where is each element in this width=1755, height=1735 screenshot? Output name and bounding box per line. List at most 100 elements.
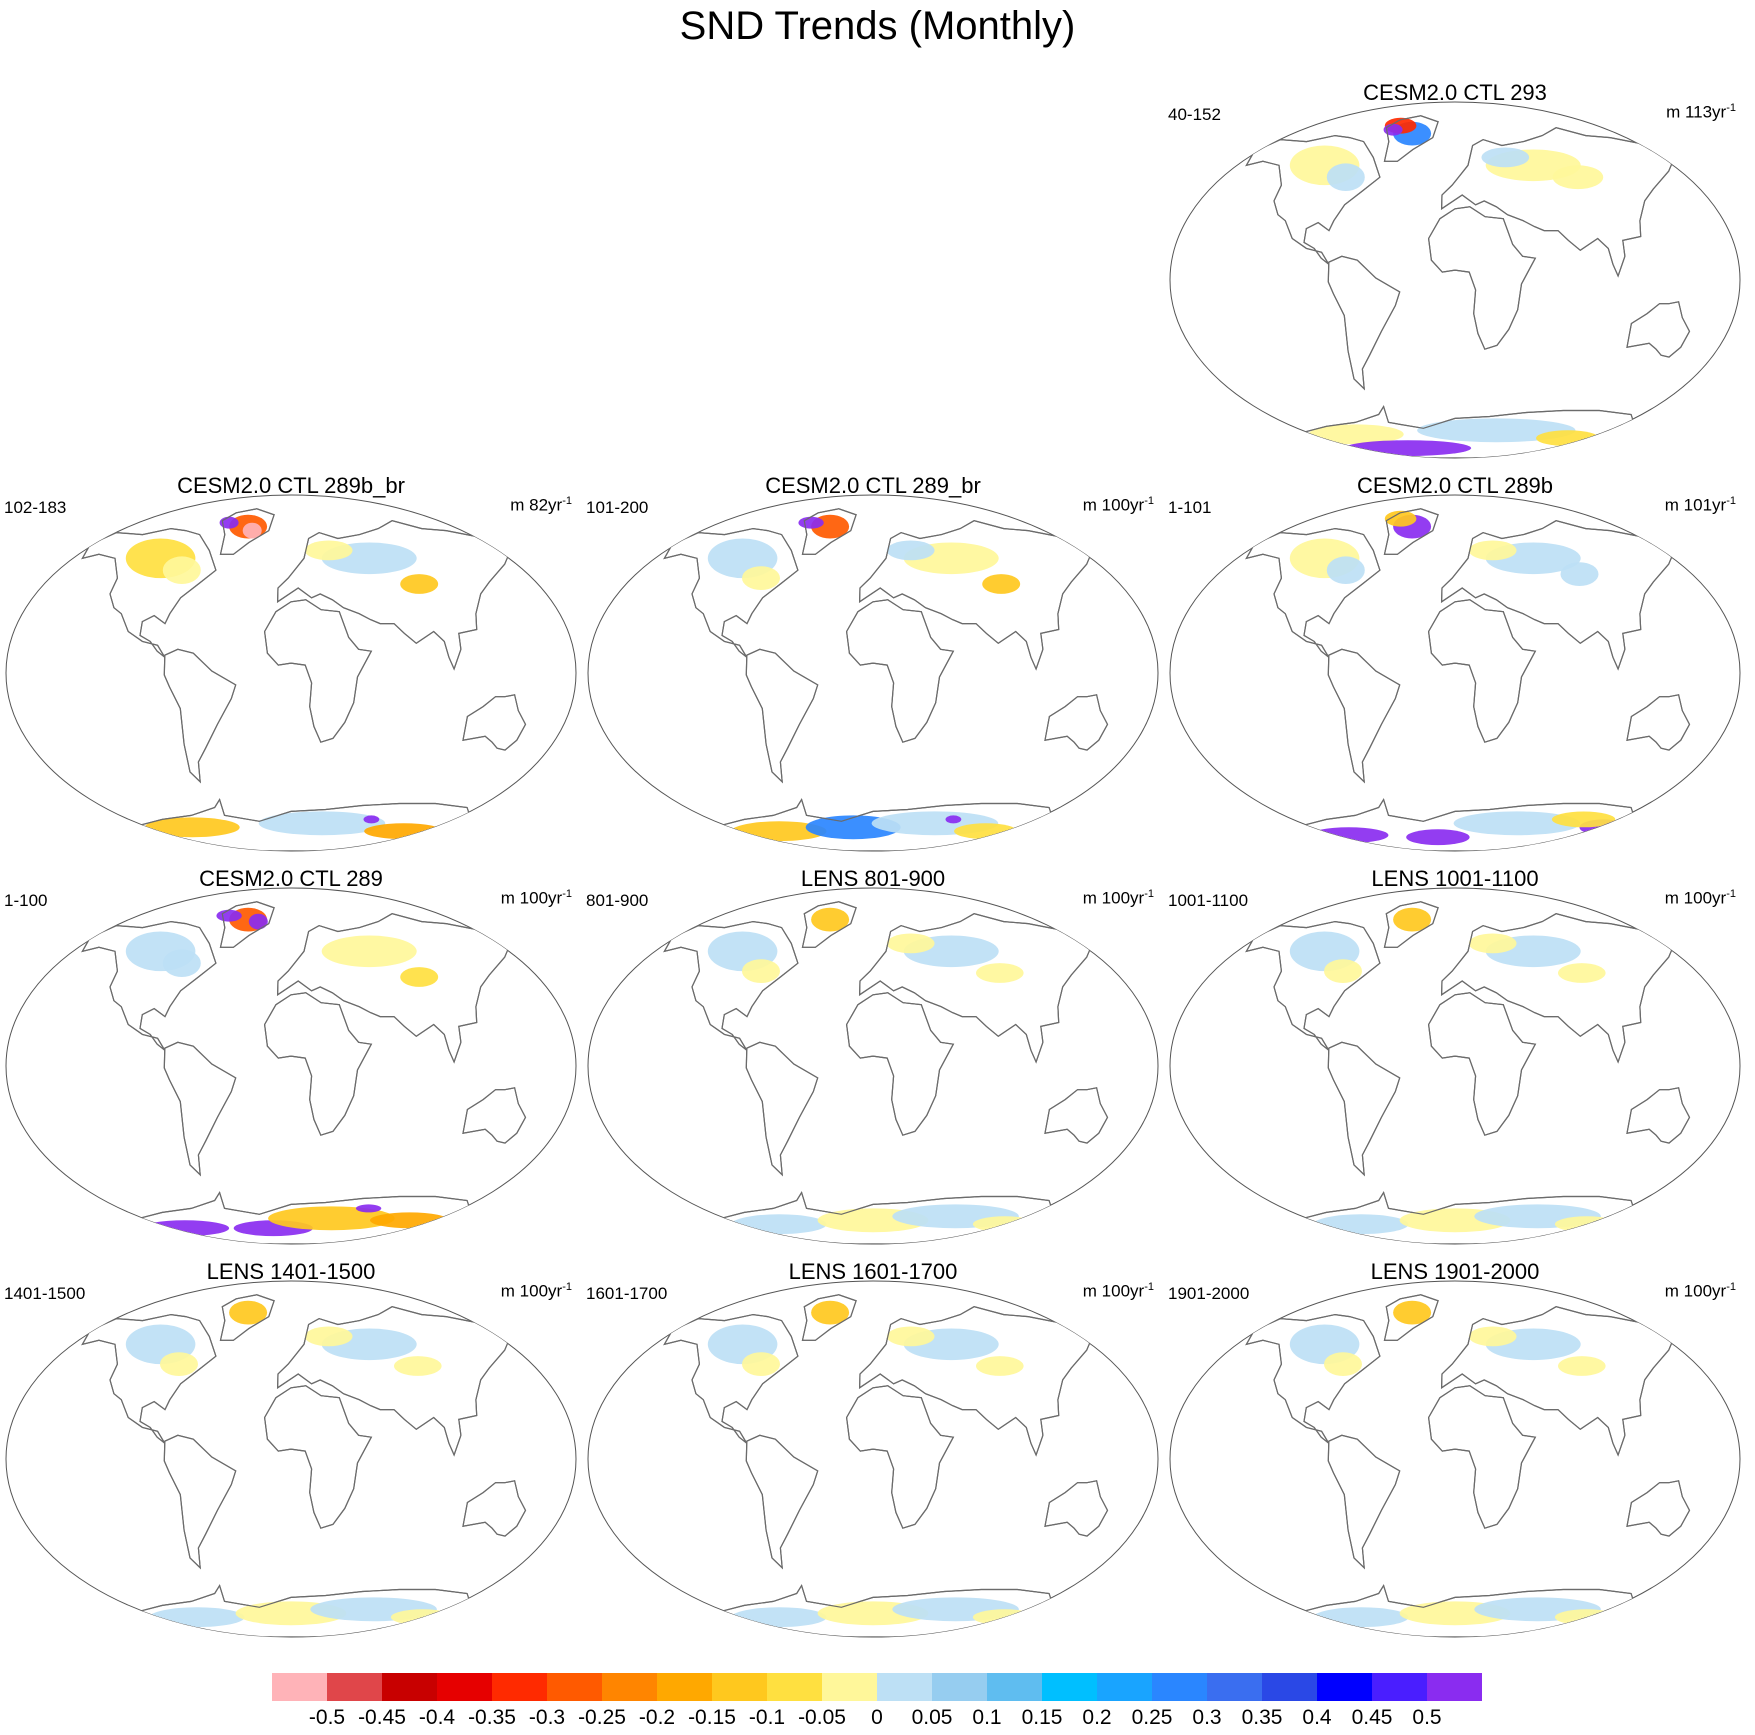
snow-trend-region xyxy=(160,1352,198,1376)
panel-year-range: 1401-1500 xyxy=(4,1284,86,1303)
coastline-greenland xyxy=(801,1294,857,1341)
units-base: m 100yr xyxy=(1082,888,1145,908)
panel-title: CESM2.0 CTL 289b_br xyxy=(177,473,405,498)
coastline-africa xyxy=(263,599,373,743)
units-exponent: -1 xyxy=(1144,888,1154,900)
coastline-australia xyxy=(1626,1087,1691,1144)
colorbar-swatch xyxy=(1372,1673,1427,1701)
coastline-north-america xyxy=(1245,134,1381,265)
snow-trend-region xyxy=(1558,963,1606,983)
snow-trend-region xyxy=(1393,907,1432,932)
coastline-south-america xyxy=(1327,1041,1401,1177)
panel-title: LENS 801-900 xyxy=(800,866,946,891)
snow-trend-region xyxy=(1417,418,1576,443)
world-map xyxy=(1169,494,1741,852)
coastline-north-america xyxy=(663,1313,799,1444)
colorbar-tick-label: 0 xyxy=(871,1706,883,1729)
snow-trend-region xyxy=(1308,424,1404,445)
snow-trend-region xyxy=(811,1300,850,1325)
panel-year-range: 102-183 xyxy=(4,498,67,517)
colorbar-swatch xyxy=(987,1673,1042,1701)
panel-units: m 101yr-1 xyxy=(1665,495,1736,516)
units-exponent: -1 xyxy=(1726,1281,1736,1293)
panel-title: CESM2.0 CTL 289b xyxy=(1356,473,1554,498)
snow-trend-region xyxy=(400,967,439,987)
snow-trend-region xyxy=(1468,540,1517,561)
world-map xyxy=(5,1280,577,1638)
panel-units: m 100yr-1 xyxy=(1665,888,1736,909)
panel-units: m 100yr-1 xyxy=(1083,1281,1154,1302)
coastline-greenland xyxy=(1383,901,1439,948)
panel-units: m 82yr-1 xyxy=(510,495,572,516)
colorbar-tick-label: -0.5 xyxy=(308,1706,346,1729)
snow-trend-region xyxy=(400,574,439,594)
snow-trend-region xyxy=(1309,827,1389,844)
colorbar-swatch xyxy=(1152,1673,1207,1701)
units-base: m 100yr xyxy=(500,1281,563,1301)
snow-trend-region xyxy=(1313,1607,1409,1628)
coastline-eurasia xyxy=(858,1306,1092,1457)
world-map xyxy=(1169,887,1741,1245)
snow-trend-region xyxy=(886,933,935,954)
colorbar xyxy=(272,1673,1482,1701)
coastline-eurasia xyxy=(1440,913,1674,1064)
coastline-africa xyxy=(1427,992,1537,1136)
map-panel: LENS 1401-1500 1401-1500 m 100yr-1 xyxy=(4,1259,578,1651)
panel-year-range: 1001-1100 xyxy=(1168,891,1249,910)
coastline-africa xyxy=(1427,206,1537,350)
colorbar-tick-label: -0.3 xyxy=(528,1706,566,1729)
coastline-south-america xyxy=(1327,255,1401,391)
coastline-eurasia xyxy=(858,913,1092,1064)
colorbar-tick-label: -0.1 xyxy=(748,1706,786,1729)
colorbar-swatch xyxy=(1317,1673,1372,1701)
map-panel: CESM2.0 CTL 293 40-152 m 113yr-1 xyxy=(1168,80,1742,472)
snow-trend-region xyxy=(1324,1352,1362,1376)
units-exponent: -1 xyxy=(562,495,572,507)
colorbar-tick-label: 0.05 xyxy=(911,1706,953,1729)
units-base: m 82yr xyxy=(510,495,563,515)
world-map xyxy=(587,1280,1159,1638)
coastline-south-america xyxy=(745,1434,819,1570)
units-exponent: -1 xyxy=(1144,1281,1154,1293)
snow-trend-region xyxy=(304,540,353,561)
colorbar-tick-label: 0.15 xyxy=(1021,1706,1063,1729)
panel-year-range: 801-900 xyxy=(586,891,649,910)
panel-year-range: 1-100 xyxy=(4,891,48,910)
panel-title: CESM2.0 CTL 289 xyxy=(199,866,383,891)
panel-units: m 100yr-1 xyxy=(1665,1281,1736,1302)
snow-trend-region xyxy=(1406,829,1470,846)
snow-trend-region xyxy=(742,1352,780,1376)
units-base: m 100yr xyxy=(1082,1281,1145,1301)
coastline-greenland xyxy=(219,901,275,948)
units-exponent: -1 xyxy=(1726,102,1736,114)
panel-title: CESM2.0 CTL 293 xyxy=(1363,80,1547,105)
colorbar-tick-label: -0.2 xyxy=(638,1706,676,1729)
colorbar-swatch xyxy=(657,1673,712,1701)
snow-trend-region xyxy=(394,1356,442,1376)
snow-trend-region xyxy=(976,963,1024,983)
snow-trend-region xyxy=(370,1212,450,1229)
figure-title: SND Trends (Monthly) xyxy=(679,4,1076,48)
snow-trend-region xyxy=(798,516,824,529)
units-exponent: -1 xyxy=(562,1281,572,1293)
snow-trend-region xyxy=(742,566,780,590)
world-map xyxy=(5,494,577,852)
snow-trend-region xyxy=(1560,562,1599,586)
colorbar-swatch xyxy=(1097,1673,1152,1701)
map-panel: CESM2.0 CTL 289_br 101-200 m 100yr-1 xyxy=(586,473,1160,865)
coastline-eurasia xyxy=(276,520,510,671)
coastline-north-america xyxy=(663,527,799,658)
snow-trend-region xyxy=(1313,1214,1409,1235)
coastline-eurasia xyxy=(1440,520,1674,671)
coastline-australia xyxy=(1044,1087,1109,1144)
panel-title: LENS 1601-1700 xyxy=(788,1259,958,1284)
coastline-north-america xyxy=(1245,527,1381,658)
coastline-greenland xyxy=(1383,115,1439,162)
coastline-north-america xyxy=(1245,1313,1381,1444)
units-exponent: -1 xyxy=(1144,495,1154,507)
coastline-south-america xyxy=(163,1041,237,1177)
units-base: m 113yr xyxy=(1666,102,1727,122)
snow-trend-region xyxy=(945,815,962,824)
snow-trend-region xyxy=(742,959,780,983)
coastline-africa xyxy=(1427,599,1537,743)
